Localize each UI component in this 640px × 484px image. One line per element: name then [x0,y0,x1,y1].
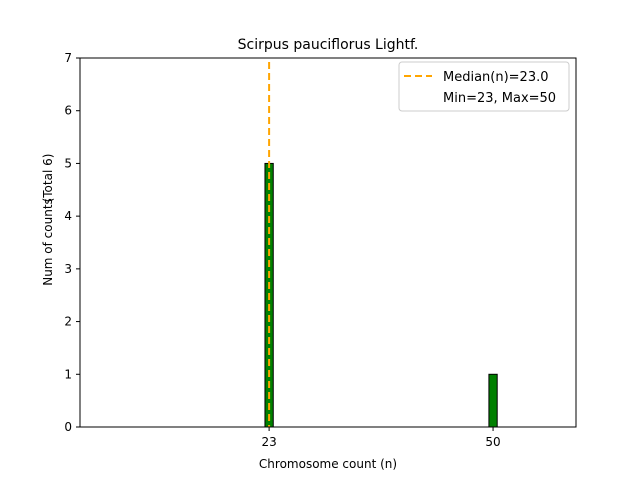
legend-entry-minmax: Min=23, Max=50 [443,91,556,106]
y-tick-label-7: 7 [64,51,72,65]
y-tick-label-4: 4 [64,209,72,223]
y-axis-total-label: (Total 6) [41,154,55,203]
y-tick-label-1: 1 [64,367,72,381]
y-tick-label-0: 0 [64,420,72,434]
legend-box [398,61,570,112]
chart-title: Scirpus pauciflorus Lightf. [238,37,419,53]
y-tick-label-6: 6 [64,104,72,118]
bar-50 [488,373,498,428]
y-axis-label: Num of counts [41,198,55,286]
legend-entry-median: Median(n)=23.0 [443,70,549,85]
plot-frame [79,57,577,428]
x-tick-label-50: 50 [485,435,500,449]
legend: Median(n)=23.0 Min=23, Max=50 [398,61,570,112]
y-tick-label-3: 3 [64,262,72,276]
x-tick-label-23: 23 [261,435,276,449]
y-tick-label-2: 2 [64,315,72,329]
y-tick-label-5: 5 [64,156,72,170]
x-axis-label: Chromosome count (n) [259,457,397,471]
